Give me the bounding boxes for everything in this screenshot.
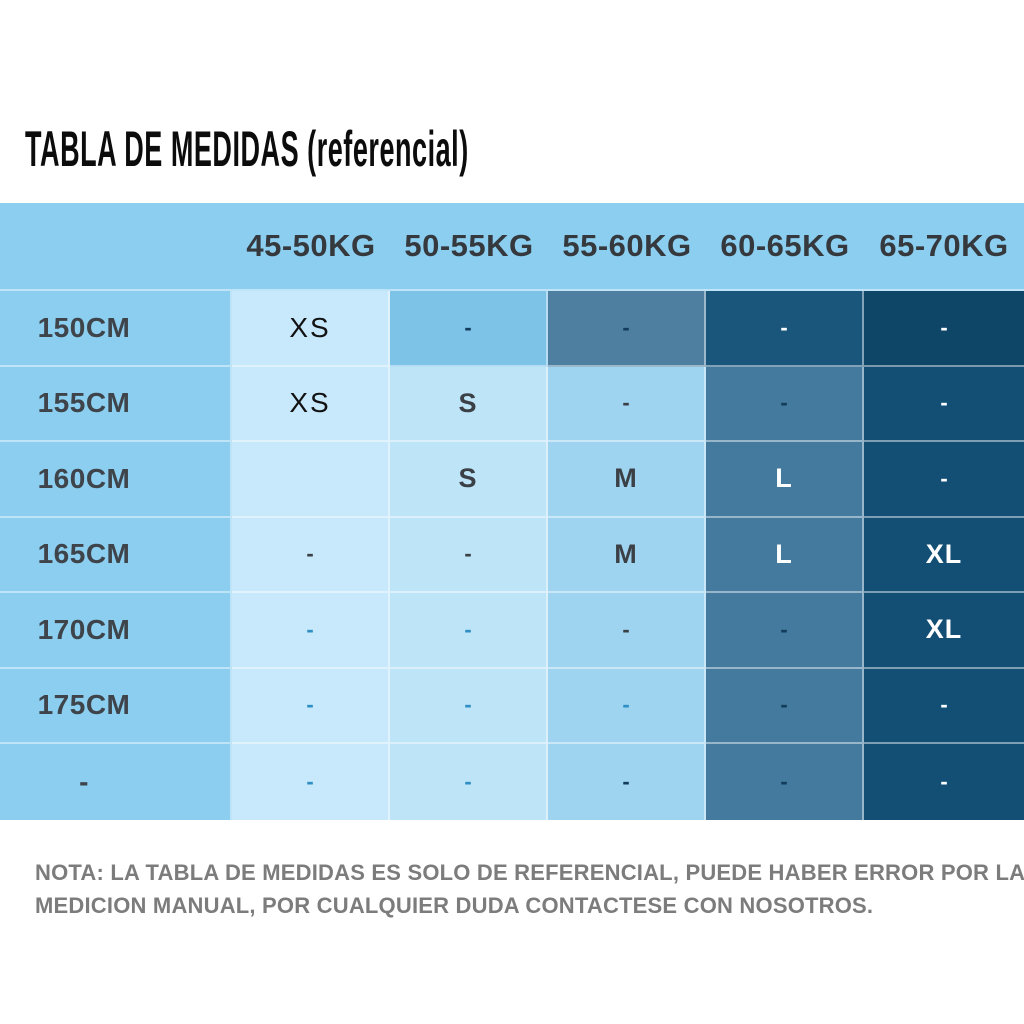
row-label-160cm: 160CM: [0, 442, 232, 518]
size-cell: -: [232, 668, 390, 744]
col-header-45-50kg: 45-50KG: [232, 203, 390, 291]
col-header-50-55kg: 50-55KG: [390, 203, 548, 291]
row-label-150cm: 150CM: [0, 291, 232, 367]
size-cell: -: [706, 668, 864, 744]
size-cell: -: [706, 291, 864, 367]
size-cell: L: [706, 517, 864, 593]
size-cell: -: [864, 366, 1024, 442]
size-cell: -: [706, 593, 864, 669]
size-cell: -: [706, 744, 864, 820]
size-cell: S: [390, 442, 548, 518]
size-cell: M: [548, 517, 706, 593]
col-header-65-70kg: 65-70KG: [864, 203, 1024, 291]
size-cell: -: [232, 517, 390, 593]
size-cell: -: [390, 668, 548, 744]
page-title-text: TABLA DE MEDIDAS (referencial): [25, 121, 469, 177]
row-label-165cm: 165CM: [0, 517, 232, 593]
row-label-175cm: 175CM: [0, 668, 232, 744]
note-line-1: NOTA: LA TABLA DE MEDIDAS ES SOLO DE REF…: [35, 860, 1024, 885]
note-line-2: MEDICION MANUAL, POR CUALQUIER DUDA CONT…: [35, 893, 874, 918]
col-header-60-65kg: 60-65KG: [706, 203, 864, 291]
col-header-55-60kg: 55-60KG: [548, 203, 706, 291]
size-cell: XL: [864, 593, 1024, 669]
size-cell: -: [706, 366, 864, 442]
size-cell: -: [548, 593, 706, 669]
row-label-dash: -: [0, 744, 232, 820]
size-cell: XS: [232, 366, 390, 442]
size-cell: XS: [232, 291, 390, 367]
row-label-155cm: 155CM: [0, 366, 232, 442]
size-cell: M: [548, 442, 706, 518]
size-cell: -: [390, 517, 548, 593]
size-cell: [232, 442, 390, 518]
size-cell: -: [864, 744, 1024, 820]
note-text: NOTA: LA TABLA DE MEDIDAS ES SOLO DE REF…: [35, 856, 1024, 922]
size-cell: -: [390, 291, 548, 367]
size-cell: -: [548, 744, 706, 820]
size-cell: -: [232, 744, 390, 820]
size-cell: S: [390, 366, 548, 442]
size-chart-table: 45-50KG 50-55KG 55-60KG 60-65KG 65-70KG 150CM…: [0, 203, 1024, 820]
size-cell: -: [864, 291, 1024, 367]
size-cell: L: [706, 442, 864, 518]
size-cell: -: [232, 593, 390, 669]
size-cell: -: [548, 366, 706, 442]
size-cell: -: [864, 668, 1024, 744]
size-cell: XL: [864, 517, 1024, 593]
size-cell: -: [548, 291, 706, 367]
corner-cell: [0, 203, 232, 291]
size-cell: -: [390, 744, 548, 820]
row-label-170cm: 170CM: [0, 593, 232, 669]
size-cell: -: [390, 593, 548, 669]
page-title: TABLA DE MEDIDAS (referencial): [25, 120, 847, 178]
size-cell: -: [548, 668, 706, 744]
size-cell: -: [864, 442, 1024, 518]
